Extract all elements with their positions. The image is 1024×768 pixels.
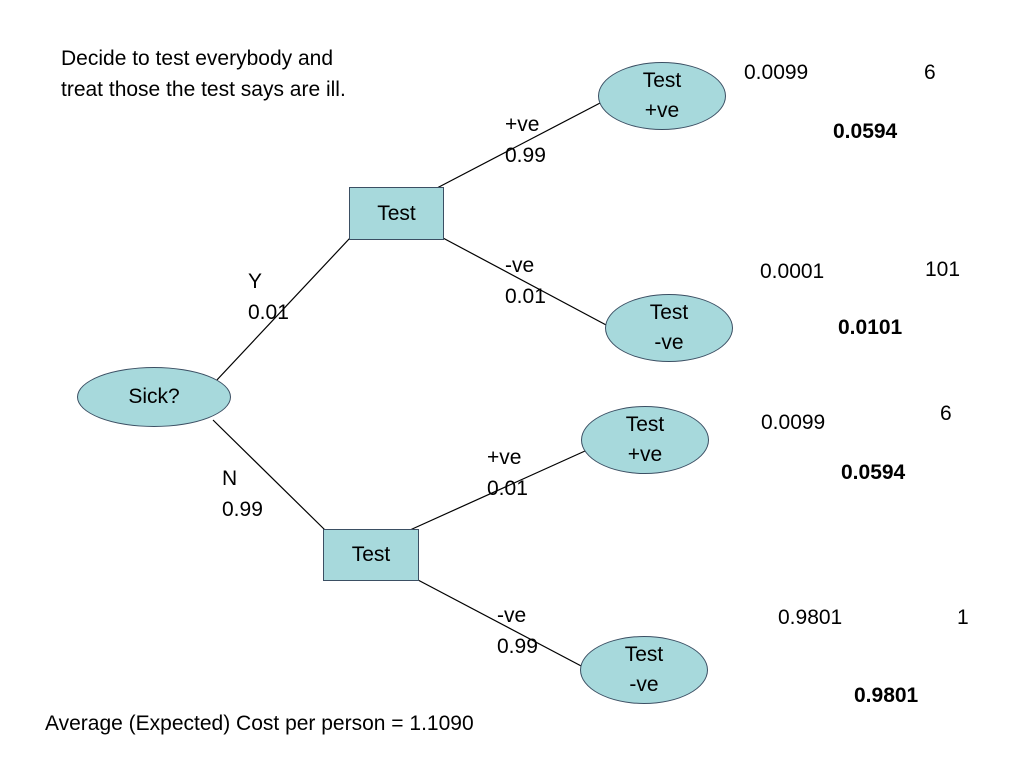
- outcome-2-edge-prob: 0.01: [505, 285, 546, 308]
- outcome-4-node-line2: -ve: [629, 673, 659, 696]
- yes-branch-label: Y: [248, 270, 263, 293]
- test-node-upper: Test: [349, 187, 444, 240]
- sick-node: Sick?: [77, 367, 231, 427]
- edge-lower-neg: [417, 579, 586, 669]
- sick-node-label: Sick?: [128, 385, 180, 408]
- outcome-2-node-line1: Test: [649, 301, 689, 324]
- no-branch-prob: 0.99: [222, 498, 263, 521]
- edge-upper-neg: [442, 237, 609, 327]
- test-node-lower-label: Test: [351, 543, 391, 566]
- outcome-3-expected: 0.0594: [841, 461, 906, 484]
- expected-cost-summary: Average (Expected) Cost per person = 1.1…: [45, 712, 474, 735]
- outcome-1-node-line2: +ve: [644, 99, 680, 122]
- outcome-3-node-line2: +ve: [627, 443, 663, 466]
- outcome-2-node: Test -ve: [605, 294, 733, 362]
- outcome-3-node-line1: Test: [625, 413, 665, 436]
- edge-sick-yes: [214, 237, 351, 383]
- outcome-4-expected: 0.9801: [854, 684, 919, 707]
- outcome-4-edge-label: -ve: [497, 604, 527, 627]
- outcome-1-node-line1: Test: [642, 69, 682, 92]
- outcome-3-edge-prob: 0.01: [487, 477, 528, 500]
- outcome-2-node-line2: -ve: [654, 331, 684, 354]
- outcome-2-expected: 0.0101: [838, 316, 903, 339]
- edge-upper-pos: [436, 101, 603, 189]
- outcome-1-probability: 0.0099: [744, 61, 809, 84]
- outcome-3-edge-label: +ve: [487, 446, 522, 469]
- edge-sick-no: [212, 419, 326, 531]
- outcome-3-cost: 6: [940, 402, 952, 425]
- outcome-2-edge-label: -ve: [505, 254, 535, 277]
- outcome-1-edge-label: +ve: [505, 113, 540, 136]
- outcome-2-cost: 101: [925, 258, 961, 281]
- outcome-1-cost: 6: [924, 61, 936, 84]
- outcome-4-node: Test -ve: [580, 636, 708, 704]
- outcome-1-expected: 0.0594: [833, 120, 898, 143]
- outcome-2-probability: 0.0001: [760, 260, 825, 283]
- outcome-4-probability: 0.9801: [778, 606, 843, 629]
- edge-lower-pos: [409, 450, 586, 531]
- yes-branch-prob: 0.01: [248, 301, 289, 324]
- test-node-upper-label: Test: [377, 201, 416, 225]
- description-line-2: treat those the test says are ill.: [61, 78, 346, 101]
- outcome-4-cost: 1: [957, 606, 969, 629]
- outcome-4-node-line1: Test: [624, 643, 664, 666]
- test-node-lower: Test: [323, 529, 419, 581]
- outcome-1-edge-prob: 0.99: [505, 144, 546, 167]
- no-branch-label: N: [222, 467, 238, 490]
- outcome-3-node: Test +ve: [581, 406, 709, 474]
- outcome-3-probability: 0.0099: [761, 411, 826, 434]
- description-line-1: Decide to test everybody and: [61, 47, 333, 70]
- outcome-1-node: Test +ve: [598, 62, 726, 130]
- outcome-4-edge-prob: 0.99: [497, 635, 538, 658]
